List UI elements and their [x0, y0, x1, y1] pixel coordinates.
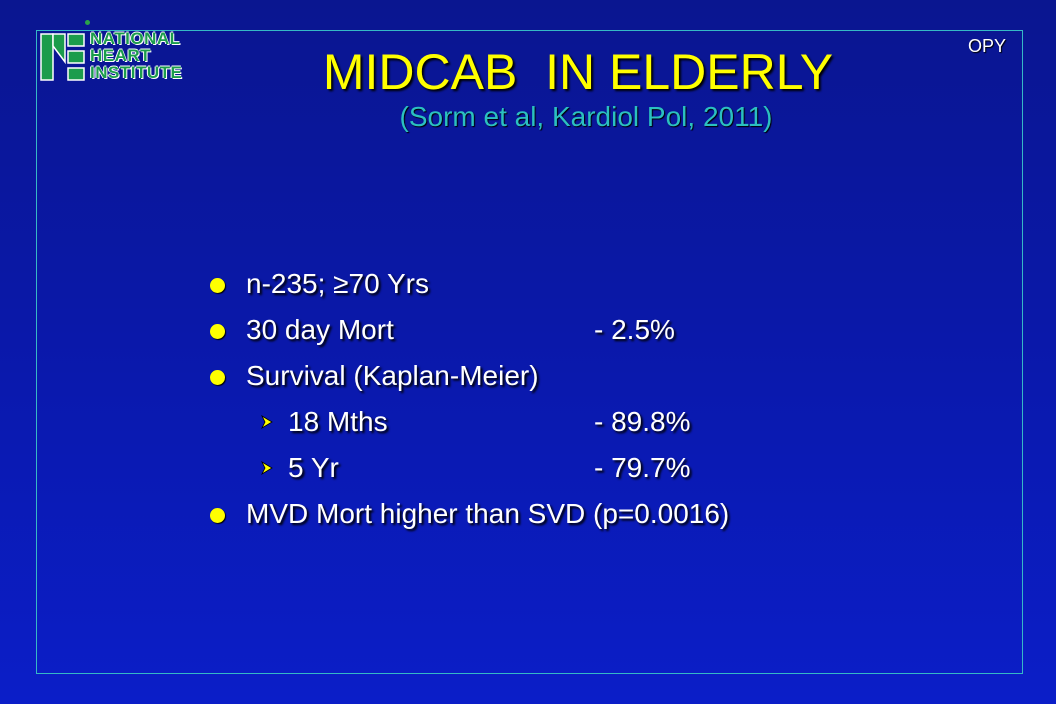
nhi-logo-icon [40, 33, 85, 81]
arrow-bullet-icon [261, 414, 273, 430]
arrow-bullet-icon [261, 460, 273, 476]
sub-bullet-item: 5 Yr - 79.7% [208, 448, 908, 494]
bullet-label: 30 day Mort [246, 314, 394, 345]
nhi-logo: NATIONAL HEART INSTITUTE [40, 18, 190, 84]
slide-title: MIDCAB IN ELDERLY [322, 44, 834, 100]
sub-bullet-label: 5 Yr [288, 452, 339, 483]
bullet-item: MVD Mort higher than SVD (p=0.0016) [208, 494, 908, 540]
bullet-label: Survival (Kaplan-Meier) [246, 360, 539, 391]
logo-dot-icon [85, 20, 90, 25]
slide-subtitle: (Sorm et al, Kardiol Pol, 2011) [399, 101, 773, 132]
bullet-label: n-235; ≥70 Yrs [246, 268, 429, 299]
bullet-list: n-235; ≥70 Yrs 30 day Mort - 2.5% Surviv… [208, 264, 908, 540]
sub-bullet-label: 18 Mths [288, 406, 388, 437]
sub-bullet-value: - 89.8% [594, 406, 691, 437]
bullet-item: 30 day Mort - 2.5% [208, 310, 908, 356]
logo-line-2: HEART [90, 46, 152, 65]
dot-bullet-icon [210, 508, 225, 523]
logo-line-3: INSTITUTE [90, 63, 183, 82]
bullet-item: n-235; ≥70 Yrs [208, 264, 908, 310]
sub-bullet-value: - 79.7% [594, 452, 691, 483]
bullet-label: MVD Mort higher than SVD (p=0.0016) [246, 498, 730, 529]
dot-bullet-icon [210, 370, 225, 385]
bullet-value: - 2.5% [594, 314, 675, 345]
dot-bullet-icon [210, 324, 225, 339]
sub-bullet-item: 18 Mths - 89.8% [208, 402, 908, 448]
corner-label: OPY [968, 36, 1007, 56]
bullet-item: Survival (Kaplan-Meier) [208, 356, 908, 402]
logo-text: NATIONAL HEART INSTITUTE [90, 30, 182, 81]
logo-line-1: NATIONAL [90, 29, 181, 48]
slide-frame [36, 30, 1023, 674]
dot-bullet-icon [210, 278, 225, 293]
